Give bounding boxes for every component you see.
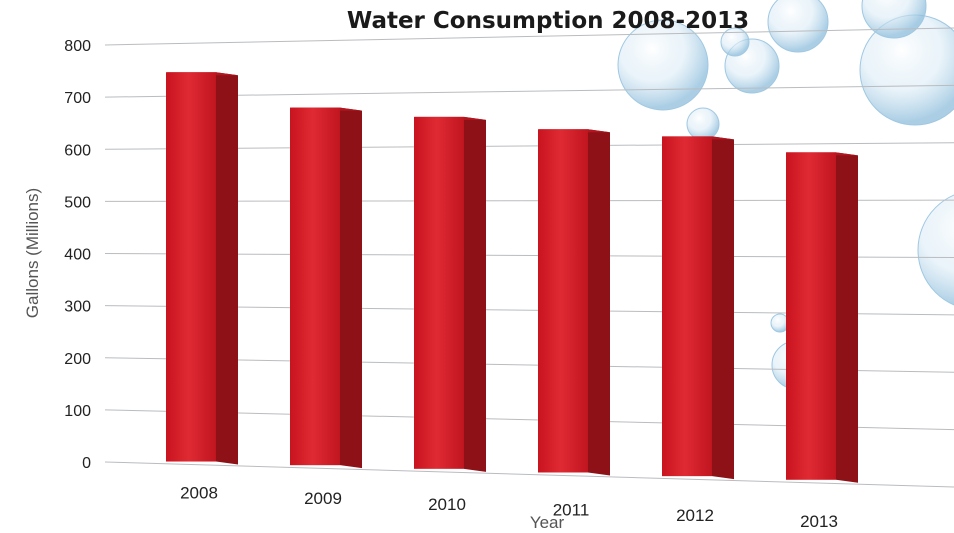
bar-side bbox=[836, 152, 858, 483]
bar-side bbox=[588, 129, 610, 476]
x-axis-ticks: 2008 2009 2010 2011 2012 2013 bbox=[180, 484, 838, 531]
bar bbox=[786, 152, 858, 483]
bar-front bbox=[166, 72, 216, 462]
x-tick-label: 2010 bbox=[428, 495, 466, 514]
bar bbox=[538, 129, 610, 476]
x-axis-label: Year bbox=[530, 513, 565, 532]
y-axis-ticks: 0 100 200 300 400 500 600 700 800 bbox=[64, 38, 91, 472]
bar bbox=[290, 107, 362, 469]
bar-front bbox=[538, 129, 588, 473]
x-tick-label: 2012 bbox=[676, 506, 714, 525]
y-axis-label: Gallons (Millions) bbox=[23, 188, 42, 318]
bar bbox=[166, 72, 238, 465]
x-tick-label: 2008 bbox=[180, 484, 218, 503]
y-tick-label: 100 bbox=[64, 403, 91, 420]
gridline bbox=[104, 461, 954, 488]
y-tick-label: 800 bbox=[64, 38, 91, 55]
gridline bbox=[104, 84, 954, 98]
y-tick-label: 200 bbox=[64, 351, 91, 368]
bar-side bbox=[712, 136, 734, 480]
y-tick-label: 400 bbox=[64, 247, 91, 264]
chart-title: Water Consumption 2008-2013 bbox=[347, 8, 749, 34]
y-tick-label: 700 bbox=[64, 90, 91, 107]
bar bbox=[414, 116, 486, 472]
bar-side bbox=[216, 72, 238, 465]
y-tick-label: 300 bbox=[64, 299, 91, 316]
bar-side bbox=[340, 107, 362, 469]
bar-front bbox=[786, 152, 836, 480]
bar-side bbox=[464, 116, 486, 472]
bar bbox=[662, 136, 734, 480]
bar-front bbox=[662, 136, 712, 477]
x-tick-label: 2013 bbox=[800, 512, 838, 531]
gridline bbox=[104, 142, 954, 150]
bar-front bbox=[414, 116, 464, 469]
bars bbox=[166, 72, 858, 483]
y-tick-label: 600 bbox=[64, 142, 91, 159]
y-tick-label: 0 bbox=[82, 455, 91, 472]
bar-front bbox=[290, 107, 340, 466]
x-tick-label: 2009 bbox=[304, 489, 342, 508]
x-tick-label: 2011 bbox=[553, 500, 590, 519]
gridline bbox=[104, 27, 954, 46]
y-tick-label: 500 bbox=[64, 194, 91, 211]
